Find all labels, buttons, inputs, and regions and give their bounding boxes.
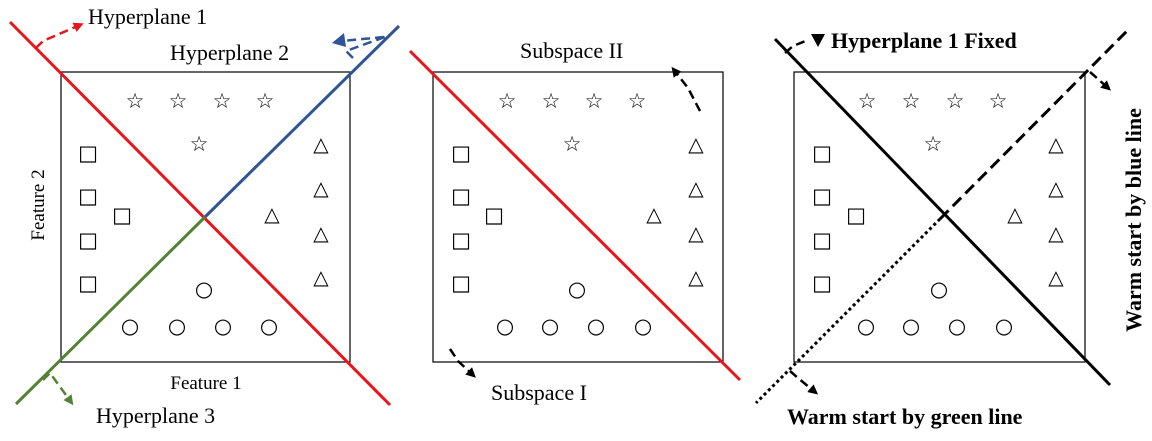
- circle-symbol: ○: [541, 314, 559, 338]
- square-symbol: □: [812, 141, 832, 165]
- triangle-symbol: △: [1048, 176, 1064, 200]
- feature-space-box-3: [793, 71, 1086, 363]
- hyperplane-3-line: [14, 215, 207, 406]
- panel-1: ☆ ☆ ☆ ☆ ☆ □ □ □ □ □ △ △ △ △ △ ○ ○ ○ ○ ○: [8, 4, 401, 428]
- star-symbol: ☆: [563, 132, 582, 156]
- hyperplane-1-fixed-line: [773, 37, 1112, 387]
- subspace-1-arrow: [448, 348, 476, 378]
- triangle-symbol: △: [688, 265, 704, 289]
- circle-symbol: ○: [496, 314, 514, 338]
- hyperplane-1-line: [408, 49, 742, 382]
- hyperplane-3-label: Hyperplane 3: [96, 403, 215, 428]
- circle-symbol: ○: [568, 277, 586, 301]
- square-symbol: □: [451, 228, 471, 252]
- square-symbol: □: [484, 203, 504, 227]
- star-symbol: ☆: [628, 89, 647, 113]
- circle-symbol: ○: [902, 314, 920, 338]
- triangle-symbol: △: [1007, 202, 1023, 226]
- star-symbol: ☆: [858, 89, 877, 113]
- square-symbol: □: [812, 271, 832, 295]
- star-symbol: ☆: [989, 89, 1008, 113]
- triangle-symbol: △: [264, 202, 280, 226]
- triangle-symbol: △: [1048, 132, 1064, 156]
- subspace-1-label: Subspace I: [491, 380, 587, 405]
- hyperplane-1-fixed-label: Hyperplane 1 Fixed: [831, 28, 1017, 53]
- square-symbol: □: [451, 184, 471, 208]
- hyperplane-1-arrow: [35, 22, 84, 49]
- circle-symbol: ○: [214, 314, 232, 338]
- circle-symbol: ○: [930, 277, 948, 301]
- circle-symbol: ○: [168, 314, 186, 338]
- star-symbol: ☆: [213, 89, 232, 113]
- square-symbol: □: [78, 271, 98, 295]
- x-axis-label: Feature 1: [170, 373, 241, 394]
- green-warm-start-label: Warm start by green line: [787, 404, 1023, 429]
- hyperplane-2-arrowhead: [332, 33, 346, 47]
- triangle-symbol: △: [313, 176, 329, 200]
- triangle-symbol: △: [1048, 265, 1064, 289]
- star-symbol: ☆: [585, 89, 604, 113]
- circle-symbol: ○: [995, 314, 1013, 338]
- hyperplane-1-line: [8, 20, 392, 407]
- class-symbols-2: ☆ ☆ ☆ ☆ ☆ □ □ □ □ □ △ △ △ △ △ ○ ○ ○ ○ ○: [451, 89, 704, 338]
- square-symbol: □: [812, 184, 832, 208]
- star-symbol: ☆: [169, 89, 188, 113]
- circle-symbol: ○: [948, 314, 966, 338]
- feature-space-box-2: [432, 71, 724, 363]
- blue-warm-start-label: Warm start by blue line: [1121, 108, 1146, 332]
- star-symbol: ☆: [946, 89, 965, 113]
- star-symbol: ☆: [498, 89, 517, 113]
- circle-symbol: ○: [195, 277, 213, 301]
- triangle-symbol: △: [688, 221, 704, 245]
- subspace-2-label: Subspace II: [520, 38, 623, 63]
- triangle-symbol: △: [313, 221, 329, 245]
- square-symbol: □: [78, 141, 98, 165]
- fixed-arrow: [784, 38, 809, 54]
- triangle-symbol: △: [313, 265, 329, 289]
- star-symbol: ☆: [126, 89, 145, 113]
- square-symbol: □: [78, 184, 98, 208]
- circle-symbol: ○: [121, 314, 139, 338]
- hyperplane-2-line: [203, 24, 401, 219]
- square-symbol: □: [451, 271, 471, 295]
- class-symbols-1: ☆ ☆ ☆ ☆ ☆ □ □ □ □ □ △ △ △ △ △ ○ ○ ○ ○ ○: [78, 89, 329, 338]
- square-symbol: □: [78, 228, 98, 252]
- subspace-2-arrow: [671, 66, 702, 112]
- star-symbol: ☆: [924, 132, 943, 156]
- green-warm-start-line: [754, 217, 942, 405]
- blue-warm-start-line: [938, 28, 1130, 221]
- hyperplane-3-arrow: [42, 371, 74, 406]
- feature-space-box-1: [60, 71, 351, 363]
- fixed-arrowhead: [811, 34, 825, 47]
- panel-3: ☆ ☆ ☆ ☆ ☆ □ □ □ □ □ △ △ △ △ △ ○ ○ ○ ○ ○: [754, 28, 1146, 429]
- square-symbol: □: [812, 228, 832, 252]
- blue-warm-arrow: [1089, 71, 1111, 91]
- hyperplane-1-label: Hyperplane 1: [88, 4, 207, 29]
- triangle-symbol: △: [313, 132, 329, 156]
- hyperplane-2-arrow: [343, 35, 386, 59]
- panel-2: ☆ ☆ ☆ ☆ ☆ □ □ □ □ □ △ △ △ △ △ ○ ○ ○ ○ ○ …: [408, 38, 742, 405]
- hyperplane-2-label: Hyperplane 2: [170, 40, 289, 65]
- triangle-symbol: △: [688, 176, 704, 200]
- y-axis-label: Feature 2: [28, 169, 49, 240]
- star-symbol: ☆: [190, 132, 209, 156]
- star-symbol: ☆: [542, 89, 561, 113]
- star-symbol: ☆: [256, 89, 275, 113]
- square-symbol: □: [451, 141, 471, 165]
- triangle-symbol: △: [1048, 221, 1064, 245]
- circle-symbol: ○: [634, 314, 652, 338]
- square-symbol: □: [112, 203, 132, 227]
- green-warm-arrow: [789, 370, 819, 395]
- circle-symbol: ○: [857, 314, 875, 338]
- triangle-symbol: △: [688, 132, 704, 156]
- star-symbol: ☆: [902, 89, 921, 113]
- circle-symbol: ○: [260, 314, 278, 338]
- circle-symbol: ○: [587, 314, 605, 338]
- class-symbols-3: ☆ ☆ ☆ ☆ ☆ □ □ □ □ □ △ △ △ △ △ ○ ○ ○ ○ ○: [812, 89, 1064, 338]
- square-symbol: □: [846, 203, 866, 227]
- hyperplane-2-arrow-shaft: [341, 35, 385, 43]
- triangle-symbol: △: [646, 202, 662, 226]
